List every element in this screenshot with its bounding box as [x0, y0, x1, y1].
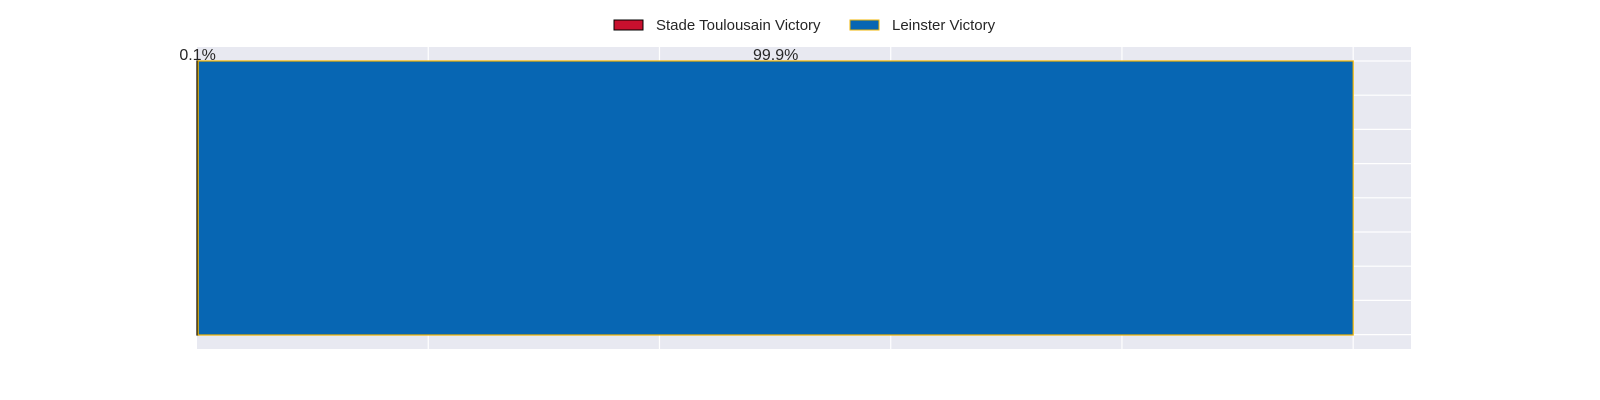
- data-labels: 0.1% 99.9%: [179, 47, 798, 64]
- legend-swatch: [849, 19, 880, 31]
- legend-item-stade-toulousain-victory: Stade Toulousain Victory: [613, 17, 821, 34]
- data-label-stade-toulousain-victory: 0.1%: [179, 47, 215, 64]
- legend-swatch: [613, 19, 644, 31]
- bars: [196, 60, 1354, 336]
- legend: Stade Toulousain Victory Leinster Victory: [613, 17, 996, 34]
- legend-label: Leinster Victory: [892, 17, 996, 34]
- legend-item-leinster-victory: Leinster Victory: [849, 17, 996, 34]
- legend-label: Stade Toulousain Victory: [656, 17, 821, 34]
- bar-leinster-victory: [197, 60, 1354, 336]
- data-label-leinster-victory: 99.9%: [753, 47, 798, 64]
